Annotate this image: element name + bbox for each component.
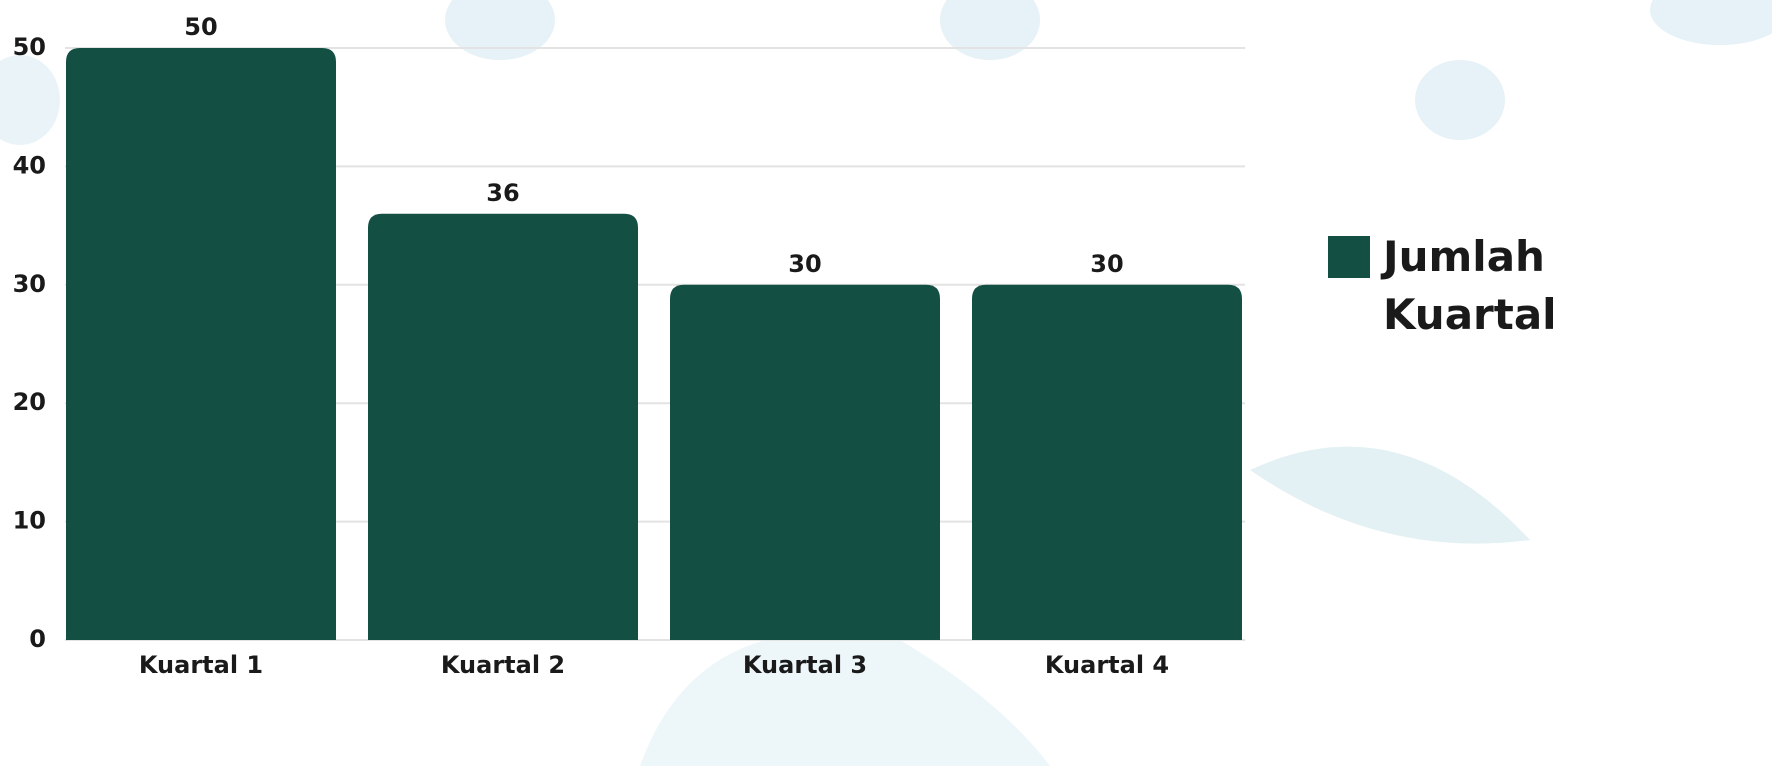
legend-swatch bbox=[1328, 236, 1370, 278]
y-tick-label: 40 bbox=[13, 151, 46, 179]
y-tick-label: 10 bbox=[13, 507, 46, 535]
bar bbox=[368, 214, 638, 640]
legend-label: Jumlah Kuartal bbox=[1383, 228, 1583, 344]
value-label: 36 bbox=[486, 179, 519, 207]
value-label: 30 bbox=[1090, 250, 1123, 278]
value-label: 30 bbox=[788, 250, 821, 278]
y-tick-label: 0 bbox=[29, 625, 46, 653]
page: 0 10 20 30 40 50 Kuartal 1 50 Kuartal 2 36 Kuartal… bbox=[0, 0, 1772, 766]
bar bbox=[670, 285, 940, 640]
value-label: 50 bbox=[184, 13, 217, 41]
x-tick-label: Kuartal 3 bbox=[743, 651, 867, 679]
x-tick-label: Kuartal 4 bbox=[1045, 651, 1169, 679]
chart: 0 10 20 30 40 50 Kuartal 1 50 Kuartal 2 36 Kuartal… bbox=[0, 0, 1772, 766]
y-tick-label: 50 bbox=[13, 33, 46, 61]
x-tick-label: Kuartal 2 bbox=[441, 651, 565, 679]
bar bbox=[66, 48, 336, 640]
y-tick-label: 30 bbox=[13, 270, 46, 298]
x-tick-label: Kuartal 1 bbox=[139, 651, 263, 679]
y-tick-label: 20 bbox=[13, 388, 46, 416]
bar bbox=[972, 285, 1242, 640]
